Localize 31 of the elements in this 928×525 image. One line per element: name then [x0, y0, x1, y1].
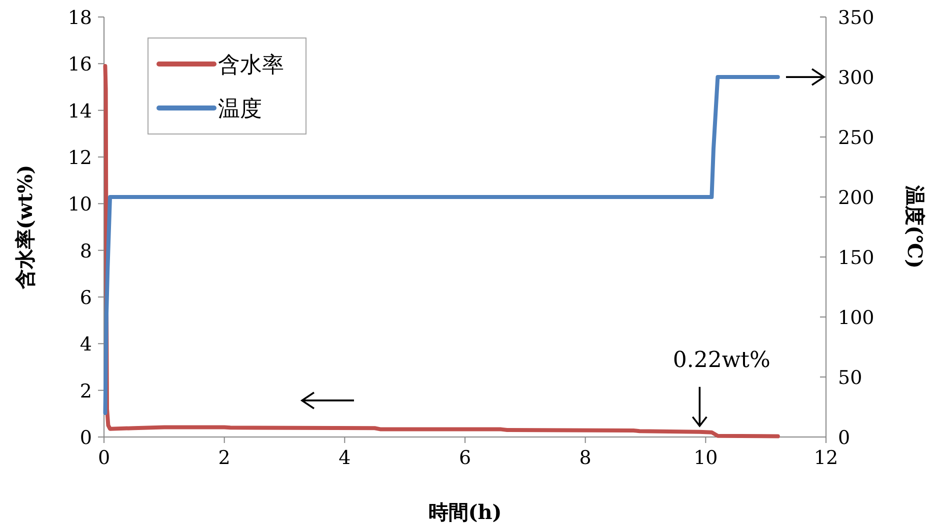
y2-tick-label: 50	[838, 367, 862, 389]
y2-tick-label: 350	[838, 7, 874, 29]
y-tick-label: 2	[80, 380, 92, 402]
x-tick-label: 6	[458, 447, 472, 469]
y2-tick-label: 250	[838, 127, 874, 149]
legend-label: 温度	[218, 97, 262, 122]
y2-tick-label: 0	[838, 427, 850, 449]
x-tick-label: 10	[694, 447, 718, 469]
x-tick-label: 8	[579, 447, 592, 469]
y2-tick-label: 150	[838, 247, 874, 269]
annotation: 0.22wt%	[672, 348, 770, 373]
y2-axis-title: 温度(℃)	[903, 184, 927, 268]
y-tick-label: 0	[80, 427, 92, 449]
y-tick-label: 12	[68, 147, 92, 169]
y-tick-label: 18	[68, 7, 92, 29]
y2-tick-label: 100	[838, 307, 874, 329]
x-tick-label: 12	[814, 447, 838, 469]
y2-tick-label: 300	[838, 67, 874, 89]
y-axis-title: 含水率(wt%)	[13, 164, 37, 290]
y-tick-label: 8	[80, 240, 92, 262]
x-tick-label: 0	[98, 447, 110, 469]
x-tick-label: 2	[218, 447, 230, 469]
y-tick-label: 6	[80, 287, 92, 309]
y-tick-label: 4	[80, 334, 92, 356]
y-tick-label: 16	[68, 54, 92, 76]
legend-label: 含水率	[218, 53, 284, 78]
x-tick-label: 4	[338, 447, 351, 469]
y-tick-label: 10	[68, 194, 92, 216]
x-axis-title: 時間(h)	[428, 500, 502, 524]
y-tick-label: 14	[68, 100, 92, 122]
y2-tick-label: 200	[838, 187, 874, 209]
